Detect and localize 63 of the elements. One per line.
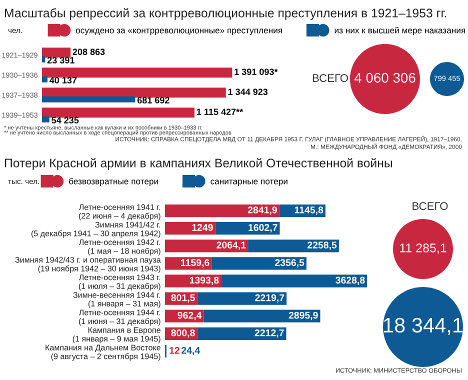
text: ВСЕГО [312,74,348,82]
chart-title: Масштабы репрессий за контрреволюционные преступления в 1921–1953 гг. [5,8,446,20]
data-label: 1145,8 [294,206,324,215]
text: 11 285,1 [400,244,446,254]
bar [165,204,280,218]
bar [42,56,46,62]
data-label: 2219,7 [255,294,284,303]
data-label: 2895,9 [288,312,318,320]
data-label: 54 235 [52,117,79,124]
bar [42,68,232,78]
y-tick-label: Зимняя 1941/42 г. (5 декабря 1941 – 30 апреля 1942) [31,222,160,238]
data-label: 801,5 [171,294,195,303]
legend-label: осуждено за «контрреволюционные» преступления [76,28,282,36]
y-tick-label: Кампания в Европе (1 января – 9 мая 1945) [72,327,160,344]
data-label: 1 344 923 [228,88,268,96]
data-label: 24,4 [182,346,200,356]
data-label: 3628,8 [336,276,365,286]
bar [197,292,287,305]
bar [42,96,136,102]
data-label: 23 391 [47,57,74,64]
bar [197,327,286,340]
bar [165,274,222,288]
data-label: 2212,7 [254,329,284,338]
text: 4 060 306 [354,72,416,83]
data-label: 681 692 [137,97,170,104]
data-label: 1159,6 [181,259,210,268]
text: ВСЕГО [412,202,448,210]
data-label: 12 [170,346,180,354]
y-tick-label: Летне-осенняя 1944 г. (1 июня – 31 декабря) [78,310,160,326]
bar [212,257,306,270]
chart-title: Потери Красной армии в кампаниях Великой Отечественной войны [5,158,392,170]
data-label: 1602,7 [248,224,278,232]
data-label: 1 391 093* [234,68,278,76]
y-tick-label: Летне-осенняя 1942 г. (1 мая – 18 ноября) [78,239,160,256]
legend-label: безвозвратные потери [69,178,158,186]
bar [42,76,48,82]
data-label: 962,4 [178,312,202,320]
data-label: 40 137 [50,77,77,84]
data-label: 2841,9 [248,206,277,215]
data-label: 1393,8 [190,276,219,286]
legend-label: из них к высшей мере наказания [334,26,466,36]
text: 18 344,1 [384,318,463,336]
data-label: 800,8 [171,329,195,338]
bar [248,240,339,252]
y-tick-label: Зимняя 1942/43 г. и оперативная пауза (19 ноября 1942 – 30 июня 1943) [15,256,161,274]
y-tick-label: Кампания на Дальнем Востоке (9 августа – 2 сентября 1945) [46,344,160,361]
y-tick-label: Летне-осенняя 1941 г. (22 июня – 4 декабря) [78,204,160,220]
legend-label: санитарные потери [210,180,288,186]
y-tick-label: Летне-осенняя 1943 г. (1 июля – 31 декабря) [78,274,160,291]
data-label: 2258,5 [308,242,337,250]
data-label: 208 863 [72,48,105,56]
data-label: 1249 [192,224,213,231]
bar [204,310,320,322]
bar [165,240,248,252]
data-label: 2064,1 [216,242,246,250]
data-label: 1 115 427** [196,108,244,116]
bar [42,108,194,118]
bar [42,48,71,58]
data-label: 2356,5 [275,259,304,268]
bar [221,274,368,288]
bar [42,116,50,122]
bar [42,88,226,98]
y-tick-label: Зимне-весенняя 1944 г. (1 января – 31 мая) [73,292,160,308]
